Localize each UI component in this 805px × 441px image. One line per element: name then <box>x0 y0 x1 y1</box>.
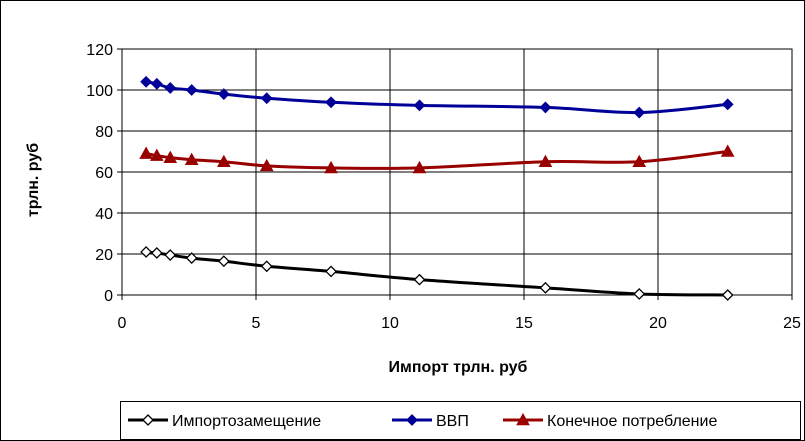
series-point-0 <box>140 246 153 258</box>
series-point-1 <box>164 82 177 94</box>
legend-swatch-marker <box>516 412 530 426</box>
series-point-0 <box>150 247 163 259</box>
y-tick-label: 120 <box>86 42 113 59</box>
series-point-1 <box>140 75 153 88</box>
series-point-1 <box>150 77 163 90</box>
series-point-1 <box>721 98 734 111</box>
x-tick-label: 5 <box>252 315 261 332</box>
x-tick-label: 15 <box>515 315 533 332</box>
series-markers <box>139 75 735 301</box>
x-tick-label: 25 <box>783 315 801 332</box>
series-point-1 <box>413 99 426 112</box>
y-tick-labels: 0 20 40 60 80 100 120 <box>86 42 113 305</box>
x-tick-label: 10 <box>381 315 399 332</box>
series-point-2 <box>412 160 427 174</box>
legend-label: ВВП <box>436 413 469 430</box>
series-point-1 <box>325 96 337 109</box>
y-tick-label: 80 <box>95 124 113 141</box>
series-point-0 <box>413 273 426 286</box>
series-point-0 <box>633 288 646 300</box>
series-point-1 <box>260 92 273 105</box>
legend: Импортозамещение ВВП Конечное потребление <box>120 401 801 440</box>
x-tick-labels: 0 5 10 15 20 25 <box>118 315 801 332</box>
series-point-0 <box>217 255 230 268</box>
series-point-2 <box>163 150 178 163</box>
series-point-2 <box>184 152 199 165</box>
series-point-1 <box>217 88 230 101</box>
series-point-2 <box>324 160 338 174</box>
series-point-0 <box>260 260 273 273</box>
y-tick-label: 100 <box>86 83 113 100</box>
series-point-0 <box>164 249 177 261</box>
y-tick-label: 40 <box>95 206 113 223</box>
legend-swatch-marker <box>142 414 154 426</box>
plot-area-border <box>121 48 793 296</box>
y-tick-label: 20 <box>95 247 113 264</box>
legend-swatch-marker <box>406 414 418 426</box>
series-point-2 <box>720 144 735 157</box>
series-point-2 <box>538 154 553 168</box>
legend-label: Конечное потребление <box>547 413 717 430</box>
series-point-2 <box>149 148 164 161</box>
series-point-1 <box>185 84 198 96</box>
series-point-0 <box>325 265 337 278</box>
series-point-2 <box>216 154 231 168</box>
series-point-2 <box>632 154 647 168</box>
series-point-1 <box>539 101 552 114</box>
y-tick-label: 60 <box>95 165 113 182</box>
y-tick-label: 0 <box>104 288 113 305</box>
series-point-1 <box>633 106 646 119</box>
x-tick-label: 0 <box>118 315 127 332</box>
series-point-0 <box>721 289 734 301</box>
series-point-2 <box>259 158 274 172</box>
x-tick-label: 20 <box>649 315 667 332</box>
x-axis-title: Импорт трлн. руб <box>389 359 528 376</box>
y-axis-title: трлн. руб <box>25 143 42 217</box>
legend-label: Импортозамещение <box>172 413 321 430</box>
series-point-0 <box>185 252 198 265</box>
legend-box <box>120 401 801 440</box>
series-point-2 <box>139 146 153 159</box>
series-point-0 <box>539 281 552 294</box>
